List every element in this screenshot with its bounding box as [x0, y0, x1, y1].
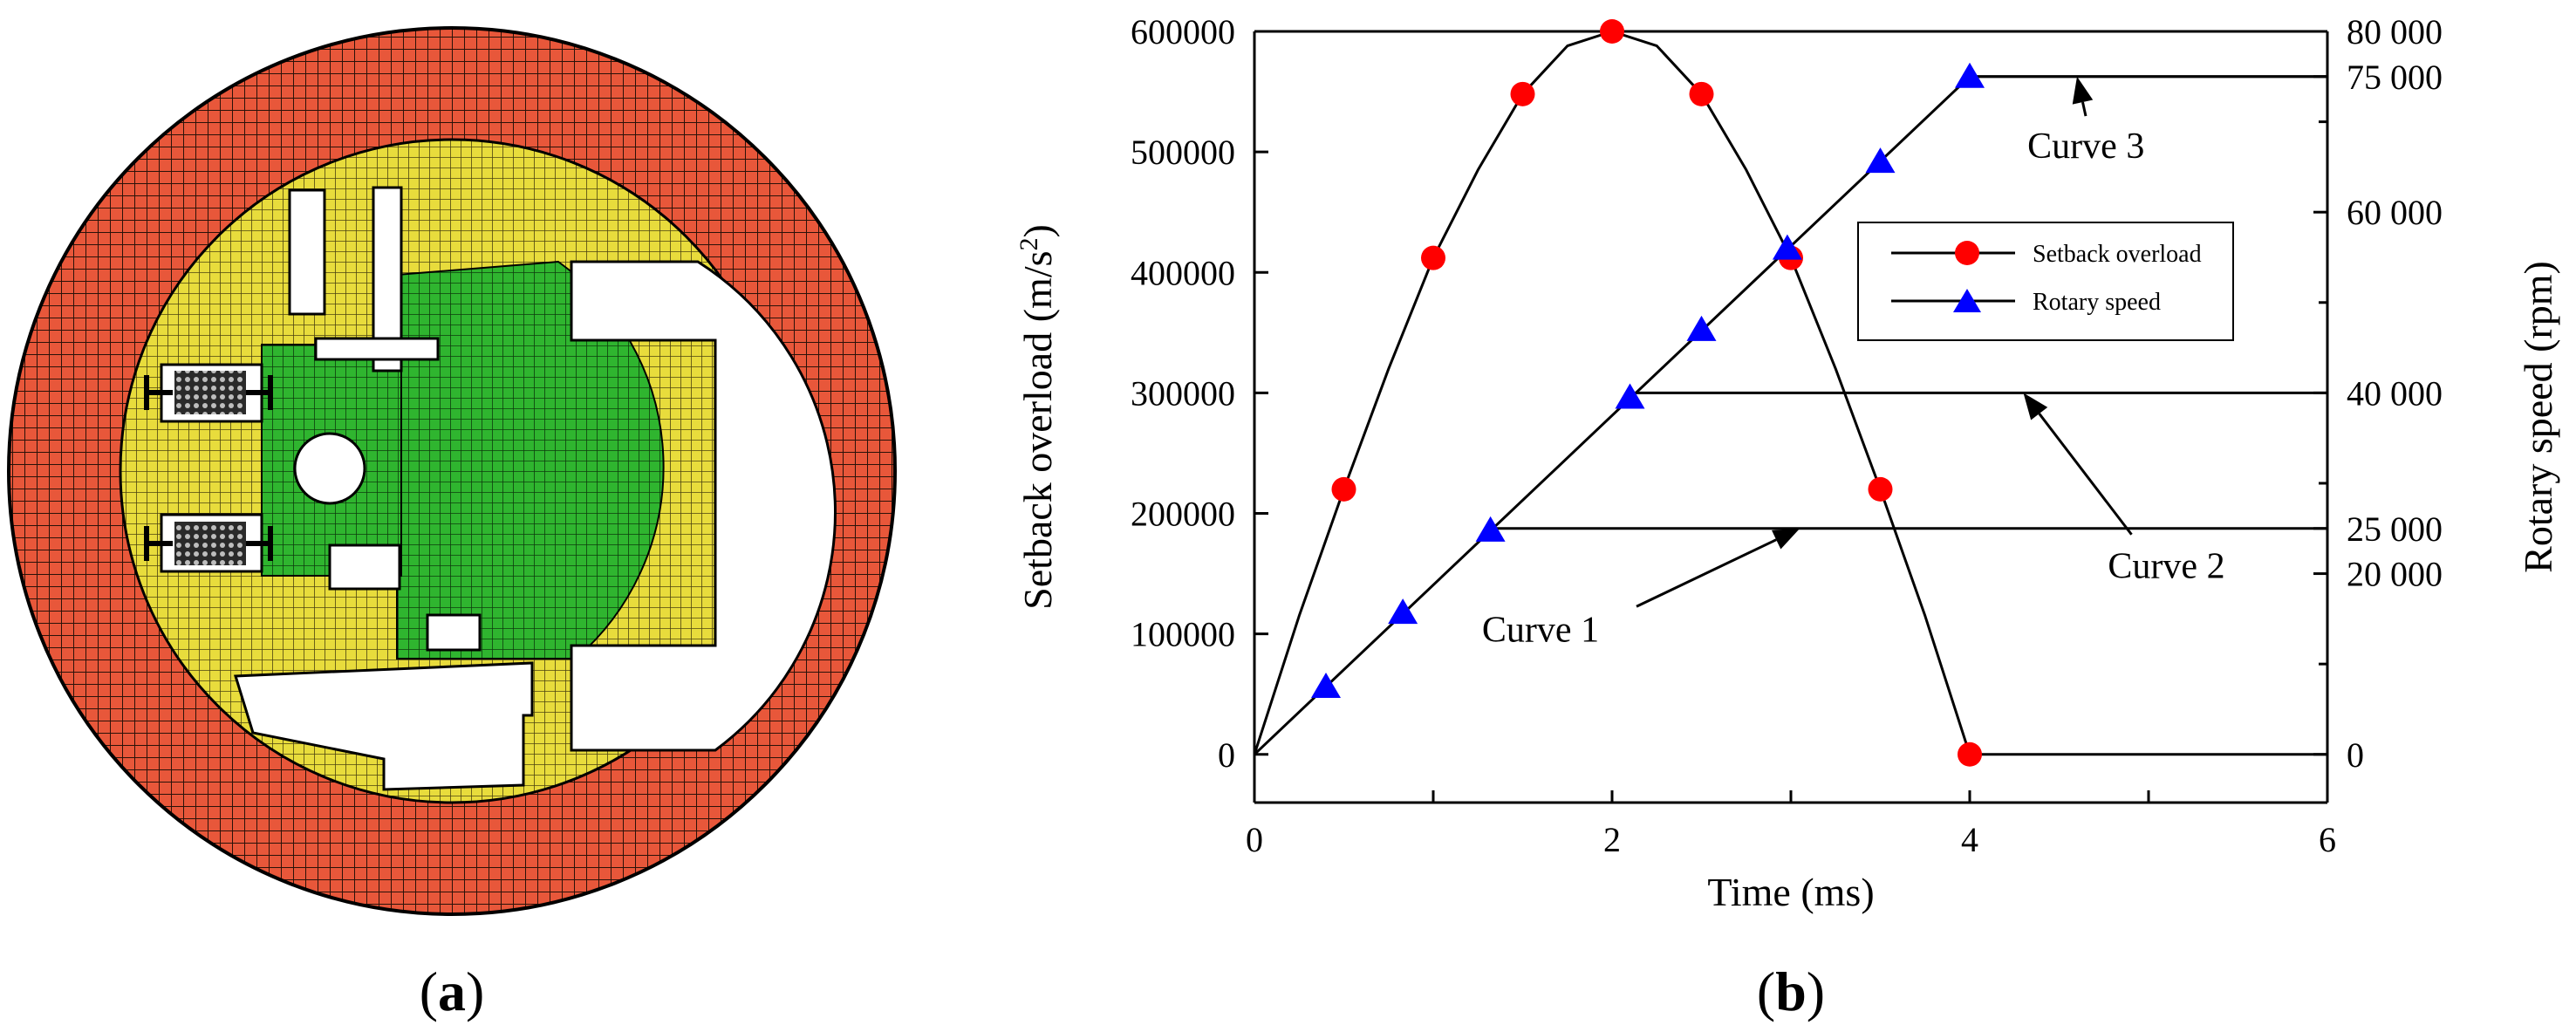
overload-point: [1331, 476, 1356, 502]
x-ticks: 0 2 4 6: [1246, 790, 2336, 859]
speed-point: [1388, 598, 1418, 625]
x-tick-label: 4: [1961, 820, 1978, 859]
mesh-cutout-square: [328, 543, 401, 591]
mesh-cutout-bottom: [233, 661, 534, 791]
speed-point: [1475, 516, 1506, 542]
y-left-tick-label: 100000: [1131, 615, 1235, 654]
y-right-tick-label: 60 000: [2347, 193, 2443, 232]
spring-lower: [144, 513, 273, 573]
y-right-tick-label: 0: [2347, 735, 2364, 775]
mesh-cutout-right: [570, 260, 837, 752]
y-right-tick-label: 20 000: [2347, 555, 2443, 594]
overload-point: [1600, 19, 1624, 44]
y-left-tick-label: 600000: [1131, 12, 1235, 51]
y-axis-left-title-sup: 2: [1015, 238, 1043, 251]
x-axis-title: Time (ms): [1707, 870, 1874, 914]
mesh-cutout-notch: [426, 613, 482, 652]
spring-upper: [144, 363, 273, 423]
mesh-cutout-slot-1: [288, 188, 326, 316]
speed-point: [1311, 673, 1341, 699]
series-line-overload: [1253, 30, 2327, 756]
legend: Setback overload Rotary speed: [1857, 222, 2234, 341]
panel-a-label: (a): [420, 960, 485, 1022]
curve-label: Curve 2: [2108, 547, 2224, 587]
panel-b-label: (b): [1757, 960, 1825, 1022]
y-right-tick-label: 40 000: [2347, 373, 2443, 413]
legend-marker-speed: [1953, 289, 1981, 312]
speed-point: [1865, 147, 1896, 174]
y-axis-left-title-close: ): [1015, 224, 1060, 237]
series-line-speed: [1253, 75, 2327, 755]
y-axis-right-title: Rotary speed (rpm): [2516, 261, 2560, 573]
overload-point: [1689, 81, 1714, 106]
overload-point: [1510, 81, 1535, 106]
y-axis-left-title-main: Setback overload (m/s: [1015, 251, 1060, 610]
mesh-model: [7, 26, 897, 916]
speed-point: [1772, 234, 1802, 260]
curve-label: Curve 3: [2027, 126, 2144, 167]
x-tick-label: 2: [1603, 820, 1621, 859]
y-left-tick-label: 500000: [1131, 133, 1235, 172]
legend-marker-overload: [1955, 241, 1979, 265]
y-axis-left-title: Setback overload (m/s2): [1015, 224, 1060, 610]
curve-arrow-head: [1772, 528, 1800, 550]
curve-label: Curve 1: [1482, 610, 1599, 650]
x-tick-label: 0: [1246, 820, 1263, 859]
y-right-ticks: 0 20 000 25 000 40 000 60 000 75 000 80 000: [2313, 12, 2443, 775]
curve-arrow-shaft: [2038, 413, 2133, 536]
speed-point: [1955, 62, 1985, 88]
curve-arrow-shaft: [1636, 538, 1777, 608]
legend-label-overload: Setback overload: [2033, 241, 2202, 268]
curve-arrow-head: [2072, 76, 2094, 105]
speed-point: [1615, 383, 1645, 409]
y-left-tick-label: 200000: [1131, 495, 1235, 534]
mesh-cutout-bar: [314, 337, 440, 361]
legend-box: [1857, 222, 2234, 341]
y-right-tick-label: 80 000: [2347, 12, 2443, 51]
y-left-tick-label: 300000: [1131, 373, 1235, 413]
curve-arrow-shaft: [2081, 101, 2087, 117]
y-right-tick-label: 75 000: [2347, 58, 2443, 97]
legend-label-speed: Rotary speed: [2033, 289, 2161, 316]
y-right-tick-label: 25 000: [2347, 509, 2443, 549]
overload-point: [1421, 245, 1445, 270]
curve-arrow-head: [2023, 393, 2048, 420]
series-markers: [1311, 19, 1985, 767]
y-left-tick-label: 0: [1218, 735, 1235, 775]
x-tick-label: 6: [2319, 820, 2336, 859]
overload-point: [1958, 742, 1982, 767]
y-left-tick-label: 400000: [1131, 253, 1235, 292]
annotations: Curve 1 Curve 2 Curve 3: [1482, 76, 2225, 650]
chart: 0 2 4 6 0 100000 200000 300000 400000 500000 6000…: [1015, 12, 2560, 914]
speed-point: [1686, 315, 1717, 341]
overload-point: [1868, 476, 1893, 502]
mesh-center-hole: [293, 432, 366, 505]
y-left-ticks: 0 100000 200000 300000 400000 500000 600000: [1131, 12, 1268, 775]
